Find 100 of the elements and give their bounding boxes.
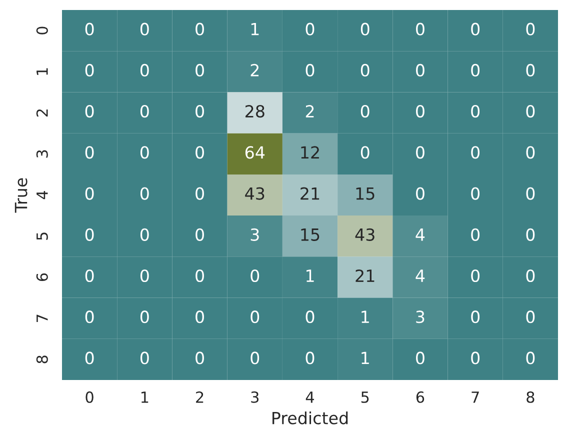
data-label: 0 <box>306 352 314 364</box>
data-label: 0 <box>85 22 94 36</box>
y-tick-label: 8 <box>36 356 48 364</box>
data-label: 0 <box>471 187 480 200</box>
data-label: 0 <box>140 228 149 241</box>
data-label: 0 <box>416 105 424 118</box>
x-tick-label: 2 <box>196 391 204 403</box>
x-tick-label: 3 <box>251 391 259 403</box>
data-label: 1 <box>362 352 369 364</box>
y-tick-label: 0 <box>36 26 48 34</box>
x-tick-label: 8 <box>526 391 534 403</box>
data-label: 0 <box>85 146 94 159</box>
data-label: 3 <box>416 310 424 324</box>
data-label: 0 <box>526 228 535 241</box>
data-label: 0 <box>196 146 204 159</box>
data-label: 0 <box>416 146 424 159</box>
data-label: 0 <box>196 22 204 36</box>
data-label: 0 <box>196 105 204 118</box>
data-label: 0 <box>140 105 149 118</box>
data-label: 0 <box>140 64 149 77</box>
data-label: 15 <box>356 187 374 200</box>
data-label: 0 <box>416 352 424 364</box>
y-tick-label: 7 <box>36 314 48 322</box>
data-label: 0 <box>471 310 480 324</box>
data-label: 0 <box>360 64 370 77</box>
data-label: 0 <box>196 64 204 77</box>
data-label: 0 <box>471 352 480 364</box>
data-label: 12 <box>301 146 319 158</box>
data-label: 0 <box>140 352 149 364</box>
data-label: 0 <box>360 105 370 118</box>
data-label: 4 <box>416 228 425 241</box>
data-label: 0 <box>85 352 94 364</box>
data-label: 0 <box>526 64 535 77</box>
data-label: 28 <box>246 105 264 118</box>
data-label: 1 <box>362 310 369 323</box>
data-label: 0 <box>85 187 94 200</box>
y-tick-label: 3 <box>36 150 48 158</box>
data-label: 0 <box>416 187 424 200</box>
data-label: 0 <box>140 187 149 200</box>
data-label: 0 <box>360 146 370 159</box>
y-tick-label: 6 <box>36 273 48 282</box>
data-label: 0 <box>306 310 314 324</box>
data-label: 0 <box>471 269 480 282</box>
data-label: 0 <box>140 146 149 159</box>
data-label: 0 <box>526 22 535 36</box>
data-label: 0 <box>196 228 204 241</box>
data-label: 0 <box>85 310 94 324</box>
data-label: 3 <box>250 228 259 241</box>
data-label: 0 <box>85 269 94 282</box>
data-label: 0 <box>471 228 480 241</box>
data-label: 0 <box>196 310 204 324</box>
data-label: 43 <box>245 187 264 200</box>
data-label: 0 <box>196 269 204 282</box>
data-label: 15 <box>301 228 320 241</box>
data-label: 0 <box>471 105 480 118</box>
data-label: 21 <box>356 269 374 282</box>
data-label: 0 <box>250 352 260 364</box>
x-axis-title: Predicted <box>272 411 348 424</box>
y-tick-label: 1 <box>36 68 48 75</box>
data-label: 43 <box>355 228 374 241</box>
x-tick-label: 6 <box>416 391 424 403</box>
data-label: 0 <box>85 228 94 241</box>
data-label: 0 <box>471 22 480 36</box>
data-label: 0 <box>471 146 480 159</box>
data-label: 2 <box>306 105 314 118</box>
data-label: 0 <box>306 64 314 77</box>
data-label: 0 <box>250 269 260 282</box>
data-label: 0 <box>196 187 204 200</box>
data-label: 0 <box>471 64 480 77</box>
data-label: 0 <box>416 64 424 77</box>
x-tick-label: 5 <box>361 392 369 403</box>
data-label: 2 <box>250 64 259 76</box>
data-label: 0 <box>526 187 535 200</box>
data-label: 0 <box>360 22 370 36</box>
data-label: 64 <box>245 146 265 159</box>
data-label: 0 <box>140 22 149 36</box>
data-label: 0 <box>306 22 314 36</box>
data-label: 0 <box>526 105 535 118</box>
data-label: 4 <box>416 270 425 282</box>
data-label: 1 <box>251 23 259 36</box>
data-label: 1 <box>306 270 314 282</box>
data-label: 0 <box>140 310 149 324</box>
data-label: 0 <box>416 22 424 36</box>
data-label: 0 <box>140 269 149 282</box>
data-label: 0 <box>526 310 535 324</box>
x-tick-label: 0 <box>86 391 94 403</box>
data-label: 0 <box>526 352 535 364</box>
data-label: 0 <box>196 352 204 364</box>
y-tick-label: 5 <box>36 232 48 240</box>
data-label: 0 <box>250 310 260 324</box>
y-tick-label: 2 <box>36 109 48 117</box>
x-tick-label: 7 <box>472 392 479 403</box>
data-label: 21 <box>300 187 320 200</box>
y-axis-title: True <box>14 178 28 213</box>
x-tick-label: 1 <box>141 392 148 403</box>
data-label: 0 <box>526 146 535 159</box>
data-label: 0 <box>85 64 94 77</box>
y-tick-label: 4 <box>36 190 48 200</box>
data-label: 0 <box>85 105 94 118</box>
data-label: 0 <box>526 269 535 282</box>
